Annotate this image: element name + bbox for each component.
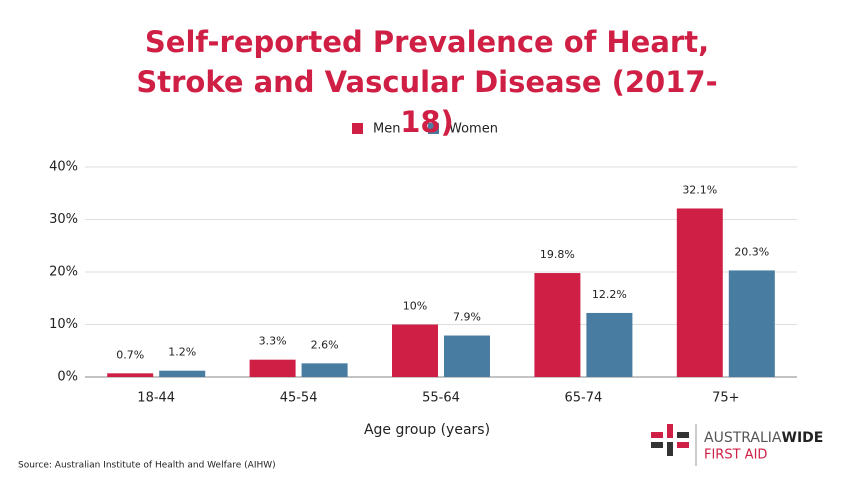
value-label: 19.8%: [540, 248, 575, 261]
logo-text-b: WIDE: [782, 430, 824, 446]
legend-swatch: [352, 123, 363, 134]
y-tick-label: 0%: [57, 370, 78, 385]
bar: [159, 370, 206, 377]
value-label: 0.7%: [116, 348, 144, 361]
y-tick-label: 10%: [49, 317, 78, 332]
x-tick-label: 75+: [712, 391, 739, 406]
logo-subtext: FIRST AID: [704, 448, 767, 463]
bar: [249, 359, 296, 377]
legend-swatch: [428, 123, 439, 134]
x-tick-label: 45-54: [280, 391, 318, 406]
x-tick-label: 55-64: [422, 391, 460, 406]
y-tick-label: 20%: [49, 265, 78, 280]
bar: [728, 270, 775, 377]
bar: [534, 273, 581, 377]
chart-title: Self-reported Prevalence of Heart, Strok…: [136, 25, 718, 139]
x-tick-label: 18-44: [137, 391, 175, 406]
bar: [107, 373, 154, 377]
value-label: 32.1%: [682, 183, 717, 196]
bar: [392, 324, 438, 377]
value-label: 2.6%: [311, 338, 339, 351]
x-axis-label: Age group (years): [364, 422, 490, 438]
x-tick-label: 65-74: [565, 391, 603, 406]
logo-text: AUSTRALIAWIDE: [704, 430, 823, 446]
bar: [586, 312, 633, 377]
source: Source: Australian Institute of Health a…: [18, 461, 276, 471]
bar: [444, 335, 490, 377]
y-tick-label: 40%: [49, 160, 78, 175]
logo-text-a: AUSTRALIA: [704, 430, 782, 446]
value-label: 12.2%: [592, 288, 627, 301]
legend-label: Women: [449, 122, 498, 137]
value-label: 7.9%: [453, 311, 481, 324]
value-label: 10%: [403, 300, 427, 313]
value-label: 1.2%: [168, 346, 196, 359]
legend-label: Men: [373, 122, 400, 137]
value-label: 3.3%: [259, 335, 287, 348]
bar: [676, 208, 723, 377]
bar: [301, 363, 348, 377]
logo-icon: [651, 424, 697, 466]
y-tick-label: 30%: [49, 212, 78, 227]
value-label: 20.3%: [734, 245, 769, 258]
